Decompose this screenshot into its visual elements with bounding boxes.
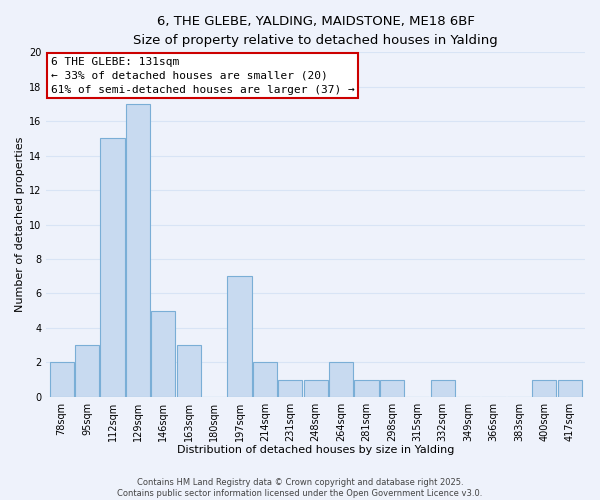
Bar bbox=[304, 380, 328, 396]
Bar bbox=[126, 104, 150, 397]
Text: Contains HM Land Registry data © Crown copyright and database right 2025.
Contai: Contains HM Land Registry data © Crown c… bbox=[118, 478, 482, 498]
Bar bbox=[557, 380, 582, 396]
Bar bbox=[532, 380, 556, 396]
Bar bbox=[329, 362, 353, 396]
Bar bbox=[100, 138, 125, 396]
Bar bbox=[151, 310, 175, 396]
Text: 6 THE GLEBE: 131sqm
← 33% of detached houses are smaller (20)
61% of semi-detach: 6 THE GLEBE: 131sqm ← 33% of detached ho… bbox=[50, 56, 355, 94]
Title: 6, THE GLEBE, YALDING, MAIDSTONE, ME18 6BF
Size of property relative to detached: 6, THE GLEBE, YALDING, MAIDSTONE, ME18 6… bbox=[133, 15, 498, 47]
Bar bbox=[253, 362, 277, 396]
Bar bbox=[380, 380, 404, 396]
Bar bbox=[227, 276, 251, 396]
X-axis label: Distribution of detached houses by size in Yalding: Distribution of detached houses by size … bbox=[177, 445, 454, 455]
Y-axis label: Number of detached properties: Number of detached properties bbox=[15, 137, 25, 312]
Bar bbox=[431, 380, 455, 396]
Bar bbox=[355, 380, 379, 396]
Bar bbox=[50, 362, 74, 396]
Bar bbox=[176, 345, 201, 397]
Bar bbox=[75, 345, 99, 397]
Bar bbox=[278, 380, 302, 396]
